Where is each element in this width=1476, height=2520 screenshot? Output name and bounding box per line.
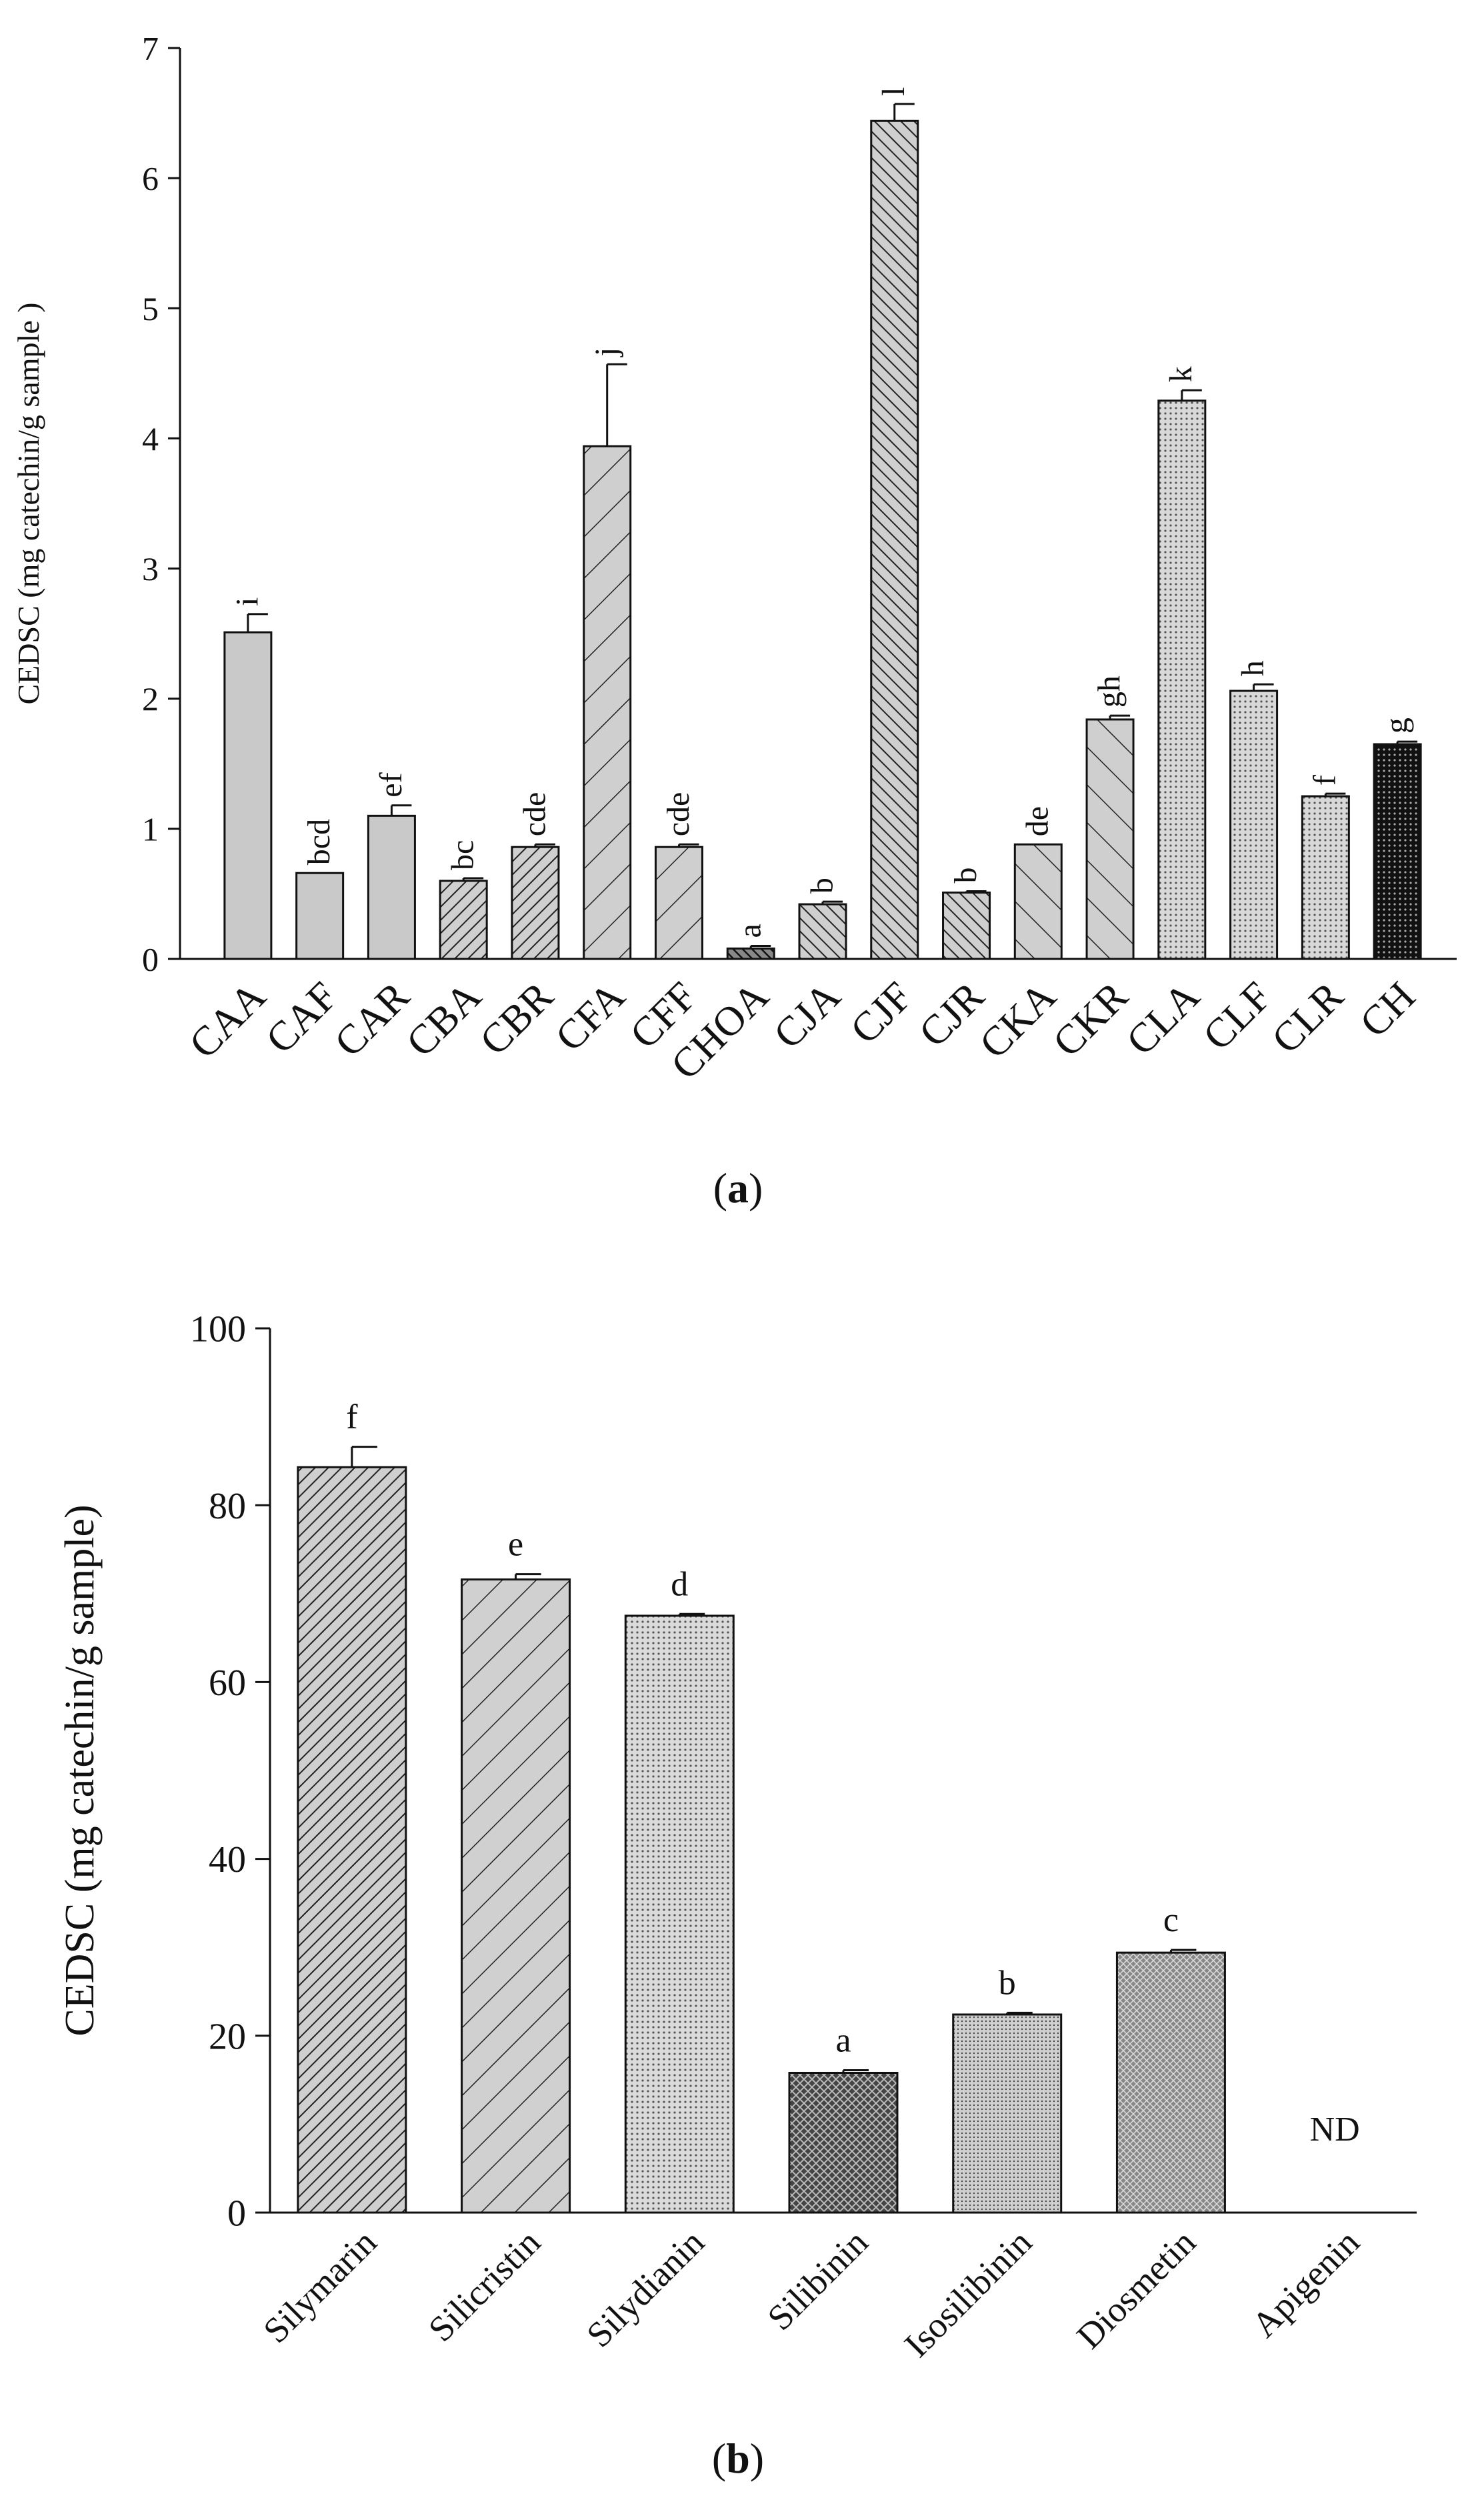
bar [726,947,775,960]
y-tick-label: 1 [142,810,159,848]
significance-letter: b [804,878,839,894]
bar [1301,795,1350,960]
x-tick-label: CBR [471,973,562,1064]
x-tick-label: Silymarin [255,2222,384,2351]
bar [511,846,560,960]
panel-a-caption: (a) [713,1164,763,1212]
bar [439,880,488,960]
y-tick-label: 3 [142,550,159,587]
significance-letter: k [1163,366,1199,382]
significance-letter: a [835,2022,851,2060]
bar [583,445,632,960]
y-tick-label: 4 [142,420,159,457]
x-tick-label: Silicristin [421,2222,548,2349]
x-tick-label: CLF [1195,974,1280,1059]
bar [367,814,416,960]
significance-letter: gh [1091,676,1127,708]
significance-letter: b [999,1964,1016,2002]
significance-letter: bc [445,840,481,870]
y-axis-label: CEDSC (mg catechin/g sample) [57,1504,103,2036]
bar [1085,718,1135,960]
x-tick-label: CLR [1263,973,1353,1062]
significance-letter: e [508,1526,523,1564]
panel-a-caption-letter: a [727,1164,749,1212]
bar [1157,399,1207,960]
bar [654,846,703,960]
significance-letter: cde [661,792,696,837]
y-tick-label: 100 [190,1309,246,1350]
significance-letter: j [589,347,624,357]
significance-letter: d [671,1565,688,1603]
x-tick-label: CJF [842,974,921,1053]
significance-letter: cde [517,792,552,837]
significance-letter: c [1163,1901,1179,1939]
y-tick-label: 6 [142,160,159,197]
x-tick-label: CFA [547,974,633,1060]
x-tick-label: CKR [1045,973,1137,1066]
y-tick-label: 7 [142,30,159,67]
significance-letter: bcd [301,819,337,865]
bar [942,891,991,960]
y-tick-label: 80 [209,1486,246,1527]
y-tick-label: 60 [209,1662,246,1704]
bar [788,2071,899,2214]
x-tick-label: Apigenin [1244,2222,1367,2345]
x-tick-label: CJA [765,974,849,1058]
bar [295,872,345,960]
y-tick-label: 0 [142,941,159,978]
bar [952,2013,1063,2214]
x-tick-label: CBA [398,974,490,1066]
significance-letter: f [346,1398,358,1436]
bar [870,119,919,960]
bar [798,903,847,960]
x-tick-label: Diosmetin [1069,2222,1203,2357]
y-axis-label: CEDSC (mg catechin/g sample ) [11,303,45,705]
bar [1229,690,1279,960]
x-tick-label: Silydianin [579,2222,711,2355]
significance-letter: i [229,597,265,606]
y-tick-label: 20 [209,2016,246,2057]
significance-letter: l [876,87,911,96]
y-tick-label: 5 [142,290,159,327]
x-tick-label: CAF [257,974,346,1062]
significance-letter: a [733,924,768,938]
bar [624,1614,735,2214]
x-tick-label: CAA [181,974,275,1068]
bar [1115,1951,1226,2214]
x-tick-label: Isosilibinin [897,2222,1039,2365]
bar [461,1578,571,2214]
y-tick-label: 40 [209,1839,246,1880]
bar [1013,843,1063,960]
chart-a: 0 1 2 3 4 5 6 7 i bcd ef bc cde j cde a b l b de gh k h f g CAA… [11,30,1457,1088]
x-tick-label: CAR [326,973,419,1066]
bar [223,631,273,960]
bar [297,1466,407,2214]
significance-letter: b [948,868,983,884]
significance-letter: h [1235,660,1271,676]
x-tick-label: CKA [971,974,1065,1068]
x-tick-label: CH [1351,974,1424,1046]
y-tick-label: 2 [142,680,159,718]
significance-letter: ef [373,772,409,797]
significance-letter: f [1307,775,1343,786]
panel-b-caption-letter: b [726,2435,750,2482]
chart-b: 0 20 40 60 80 100 f e d a b c ND Silymarin Silicrist… [57,1309,1417,2365]
panel-b-caption: (b) [711,2435,765,2482]
x-tick-label: CLA [1118,974,1209,1064]
significance-letter: g [1379,718,1415,734]
bar [1373,743,1422,960]
significance-letter: ND [1310,2111,1360,2149]
significance-letter: de [1020,806,1055,836]
x-tick-label: Silibinin [760,2222,876,2338]
y-tick-label: 0 [227,2193,246,2235]
